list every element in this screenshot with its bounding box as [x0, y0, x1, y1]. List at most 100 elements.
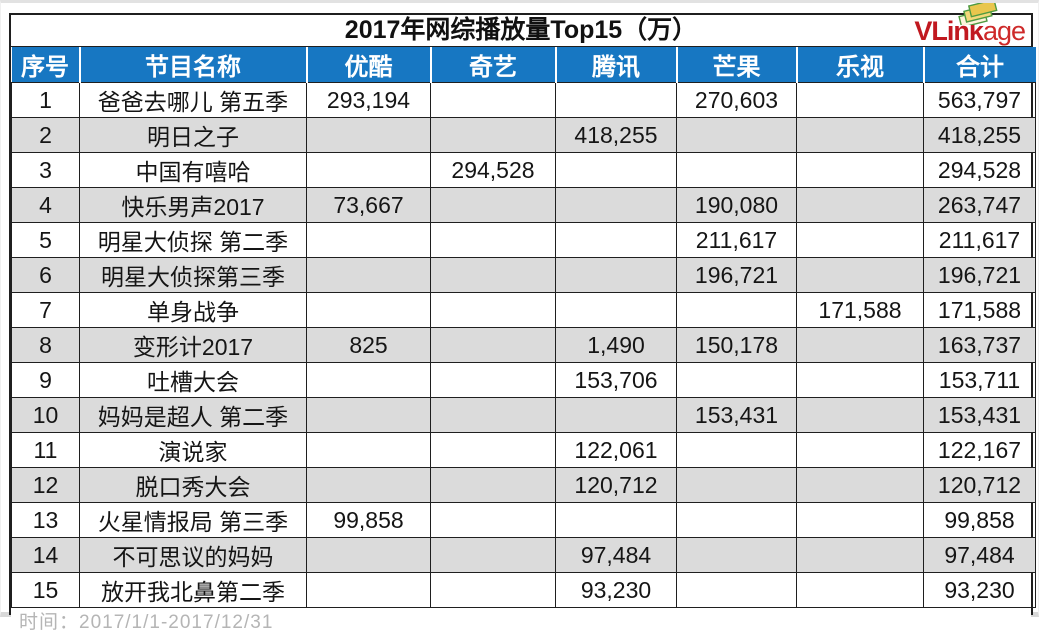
table-row: 13 火星情报局 第三季 99,858 99,858 [11, 502, 1036, 538]
cell-name: 吐槽大会 [79, 362, 307, 398]
cell-iqiyi [430, 292, 556, 328]
cell-name: 明星大侦探第三季 [79, 257, 307, 293]
cell-tencent: 418,255 [555, 117, 677, 153]
cell-letv [796, 432, 924, 468]
column-header-total: 合计 [922, 47, 1036, 83]
cell-iqiyi [430, 362, 556, 398]
cell-tencent [555, 187, 677, 223]
cell-iqiyi [430, 82, 556, 118]
column-header-mango: 芒果 [675, 47, 797, 83]
cell-total: 163,737 [923, 327, 1036, 363]
cell-total: 211,617 [923, 222, 1036, 258]
cell-iqiyi: 294,528 [430, 152, 556, 188]
cell-total: 418,255 [923, 117, 1036, 153]
cell-youku [306, 257, 431, 293]
cell-mango [676, 152, 797, 188]
cell-rank: 10 [11, 397, 80, 433]
cell-total: 153,431 [923, 397, 1036, 433]
cell-iqiyi [430, 327, 556, 363]
cell-mango [676, 362, 797, 398]
cell-iqiyi [430, 187, 556, 223]
table-body: 1 爸爸去哪儿 第五季 293,194 270,603 563,797 2 明日之子 418,… [11, 82, 1036, 608]
column-header-letv: 乐视 [795, 47, 924, 83]
cell-letv [796, 82, 924, 118]
cell-total: 563,797 [923, 82, 1036, 118]
cell-name: 单身战争 [79, 292, 307, 328]
table-row: 11 演说家 122,061 122,167 [11, 432, 1036, 468]
cell-name: 妈妈是超人 第二季 [79, 397, 307, 433]
cell-tencent [555, 257, 677, 293]
cell-tencent [555, 292, 677, 328]
cell-rank: 2 [11, 117, 80, 153]
table-row: 14 不可思议的妈妈 97,484 97,484 [11, 537, 1036, 573]
cell-name: 快乐男声2017 [79, 187, 307, 223]
cell-mango: 153,431 [676, 397, 797, 433]
cell-rank: 9 [11, 362, 80, 398]
cell-mango [676, 467, 797, 503]
cell-total: 93,230 [923, 572, 1036, 608]
cell-youku [306, 537, 431, 573]
title-bar: 2017年网综播放量Top15（万） VLinkage [11, 3, 1031, 47]
cell-letv [796, 222, 924, 258]
footer-label: 时间： [19, 612, 80, 633]
cell-name: 明星大侦探 第二季 [79, 222, 307, 258]
column-header-rank: 序号 [11, 47, 80, 83]
cell-rank: 11 [11, 432, 80, 468]
cell-rank: 1 [11, 82, 80, 118]
cell-name: 中国有嘻哈 [79, 152, 307, 188]
cell-letv [796, 257, 924, 293]
cell-letv [796, 362, 924, 398]
cell-youku: 293,194 [306, 82, 431, 118]
cell-mango [676, 432, 797, 468]
cell-letv [796, 187, 924, 223]
table-row: 2 明日之子 418,255 418,255 [11, 117, 1036, 153]
cell-total: 120,712 [923, 467, 1036, 503]
cell-letv [796, 152, 924, 188]
cell-mango: 211,617 [676, 222, 797, 258]
cell-letv [796, 572, 924, 608]
cell-total: 171,588 [923, 292, 1036, 328]
cell-iqiyi [430, 117, 556, 153]
cell-youku [306, 397, 431, 433]
cell-letv [796, 327, 924, 363]
cell-rank: 8 [11, 327, 80, 363]
column-header-youku: 优酷 [305, 47, 431, 83]
cell-tencent: 97,484 [555, 537, 677, 573]
footer-value: 2017/1/1-2017/12/31 [79, 612, 274, 633]
cell-tencent: 153,706 [555, 362, 677, 398]
cell-tencent [555, 502, 677, 538]
cell-total: 97,484 [923, 537, 1036, 573]
cell-name: 变形计2017 [79, 327, 307, 363]
cell-name: 火星情报局 第三季 [79, 502, 307, 538]
cell-tencent [555, 82, 677, 118]
cell-name: 脱口秀大会 [79, 467, 307, 503]
cell-tencent: 1,490 [555, 327, 677, 363]
cell-mango [676, 502, 797, 538]
cell-iqiyi [430, 537, 556, 573]
cell-youku [306, 222, 431, 258]
table-row: 6 明星大侦探第三季 196,721 196,721 [11, 257, 1036, 293]
table-row: 1 爸爸去哪儿 第五季 293,194 270,603 563,797 [11, 82, 1036, 118]
cell-iqiyi [430, 222, 556, 258]
ranking-table: 序号 节目名称 优酷 奇艺 腾讯 芒果 乐视 合计 1 爸爸去哪儿 第五季 293,194 270,… [11, 47, 1036, 608]
cell-mango: 190,080 [676, 187, 797, 223]
cell-total: 122,167 [923, 432, 1036, 468]
cell-total: 196,721 [923, 257, 1036, 293]
logo-text-light: age [982, 16, 1026, 46]
cell-youku: 73,667 [306, 187, 431, 223]
table-row: 3 中国有嘻哈 294,528 294,528 [11, 152, 1036, 188]
cell-youku: 825 [306, 327, 431, 363]
cell-mango: 150,178 [676, 327, 797, 363]
cell-rank: 15 [11, 572, 80, 608]
cell-rank: 14 [11, 537, 80, 573]
data-sheet: 2017年网综播放量Top15（万） VLinkage 序号 节目名称 优酷 奇艺 腾讯… [9, 3, 1036, 633]
table-row: 12 脱口秀大会 120,712 120,712 [11, 467, 1036, 503]
cell-rank: 13 [11, 502, 80, 538]
cell-youku [306, 152, 431, 188]
cell-rank: 6 [11, 257, 80, 293]
cell-youku [306, 362, 431, 398]
cell-mango [676, 572, 797, 608]
cell-tencent [555, 152, 677, 188]
cell-letv: 171,588 [796, 292, 924, 328]
